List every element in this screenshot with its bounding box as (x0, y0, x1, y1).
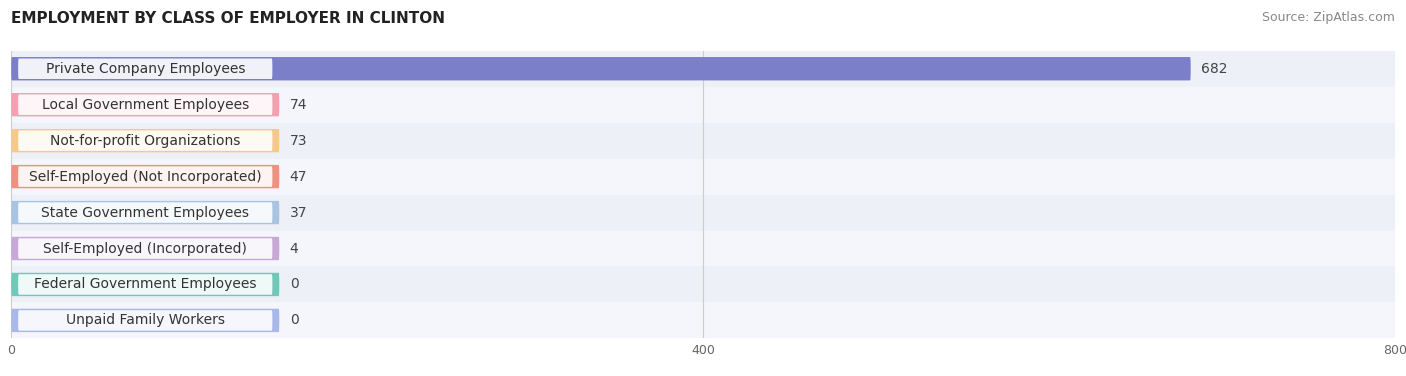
FancyBboxPatch shape (18, 238, 273, 259)
FancyBboxPatch shape (18, 166, 273, 187)
Text: State Government Employees: State Government Employees (41, 206, 249, 220)
Text: Self-Employed (Not Incorporated): Self-Employed (Not Incorporated) (30, 170, 262, 183)
FancyBboxPatch shape (18, 59, 273, 79)
FancyBboxPatch shape (11, 129, 280, 152)
Bar (11, 267, 1395, 302)
Bar (11, 87, 1395, 123)
Bar (11, 123, 1395, 159)
FancyBboxPatch shape (18, 94, 273, 115)
FancyBboxPatch shape (18, 310, 273, 331)
Text: Self-Employed (Incorporated): Self-Employed (Incorporated) (44, 241, 247, 256)
Text: 4: 4 (290, 241, 298, 256)
FancyBboxPatch shape (11, 93, 280, 117)
Text: 0: 0 (290, 314, 298, 327)
FancyBboxPatch shape (18, 202, 273, 223)
FancyBboxPatch shape (11, 57, 1191, 80)
Bar (11, 230, 1395, 267)
FancyBboxPatch shape (18, 130, 273, 151)
Text: Unpaid Family Workers: Unpaid Family Workers (66, 314, 225, 327)
Bar (11, 51, 1395, 87)
Bar (11, 195, 1395, 230)
Text: 682: 682 (1201, 62, 1227, 76)
Text: Local Government Employees: Local Government Employees (42, 98, 249, 112)
Text: Source: ZipAtlas.com: Source: ZipAtlas.com (1261, 11, 1395, 24)
Text: 47: 47 (290, 170, 307, 183)
Text: 37: 37 (290, 206, 307, 220)
FancyBboxPatch shape (11, 309, 280, 332)
Text: 0: 0 (290, 277, 298, 291)
Bar (11, 159, 1395, 195)
FancyBboxPatch shape (18, 274, 273, 295)
FancyBboxPatch shape (11, 201, 280, 224)
Text: Private Company Employees: Private Company Employees (45, 62, 245, 76)
FancyBboxPatch shape (11, 165, 280, 188)
Text: Not-for-profit Organizations: Not-for-profit Organizations (51, 133, 240, 148)
FancyBboxPatch shape (11, 237, 280, 260)
Bar (11, 302, 1395, 338)
Text: 74: 74 (290, 98, 307, 112)
Text: Federal Government Employees: Federal Government Employees (34, 277, 256, 291)
FancyBboxPatch shape (11, 273, 280, 296)
Text: EMPLOYMENT BY CLASS OF EMPLOYER IN CLINTON: EMPLOYMENT BY CLASS OF EMPLOYER IN CLINT… (11, 11, 446, 26)
Text: 73: 73 (290, 133, 307, 148)
